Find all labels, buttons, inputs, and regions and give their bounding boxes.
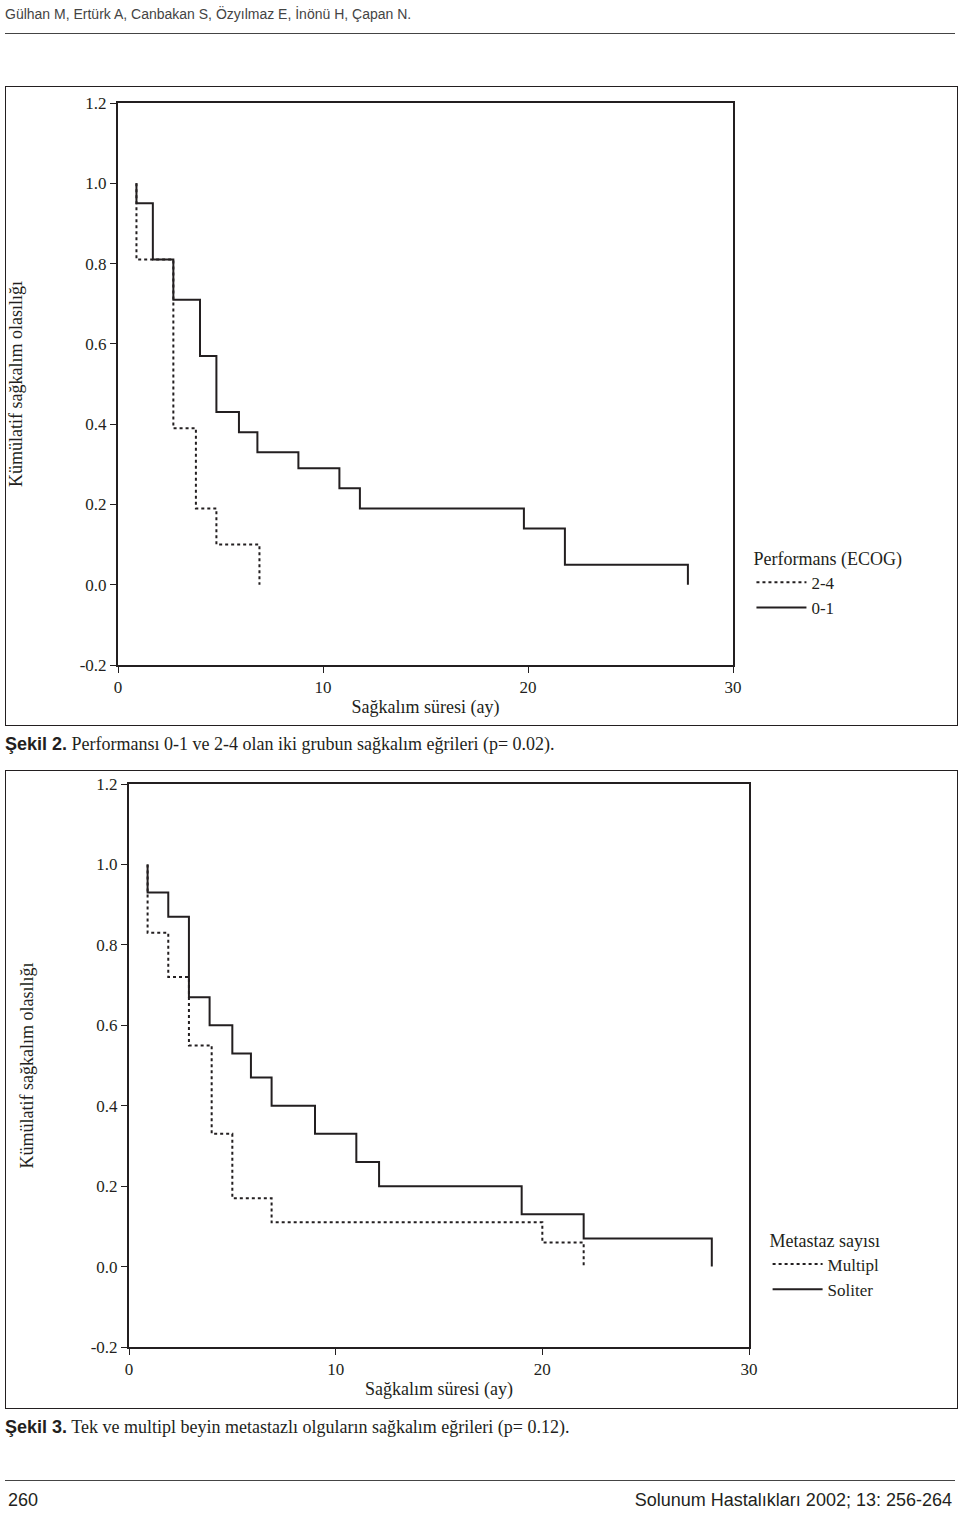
svg-text:1.0: 1.0 — [85, 174, 106, 193]
svg-text:Metastaz sayısı: Metastaz sayısı — [770, 1231, 880, 1251]
svg-text:0.0: 0.0 — [96, 1258, 117, 1277]
svg-text:30: 30 — [741, 1360, 758, 1379]
svg-text:0: 0 — [114, 678, 123, 697]
svg-text:Performans (ECOG): Performans (ECOG) — [753, 549, 901, 570]
svg-text:0: 0 — [125, 1360, 134, 1379]
svg-text:-0.2: -0.2 — [80, 656, 107, 675]
html-text:260: 260 — [8, 1490, 38, 1510]
svg-text:Multipl: Multipl — [828, 1256, 879, 1275]
html-text:Şekil 3. Tek ve multipl beyin: Şekil 3. Tek ve multipl beyin metastazlı… — [5, 1417, 570, 1437]
svg-text:2-4: 2-4 — [811, 574, 834, 593]
html-text:Gülhan M, Ertürk A, Canbakan S: Gülhan M, Ertürk A, Canbakan S, Özyılmaz… — [5, 6, 412, 22]
svg-text:0.2: 0.2 — [96, 1177, 117, 1196]
svg-text:1.2: 1.2 — [96, 775, 117, 794]
svg-text:0.6: 0.6 — [96, 1016, 117, 1035]
html-text:Şekil 2. Performansı 0-1 ve 2-: Şekil 2. Performansı 0-1 ve 2-4 olan iki… — [5, 734, 555, 754]
svg-text:20: 20 — [534, 1360, 551, 1379]
svg-text:0-1: 0-1 — [811, 599, 834, 618]
svg-text:1.2: 1.2 — [85, 94, 106, 113]
svg-text:0.8: 0.8 — [96, 936, 117, 955]
svg-text:0.6: 0.6 — [85, 335, 106, 354]
svg-text:Soliter: Soliter — [828, 1281, 874, 1300]
html-text:Solunum Hastalıkları 2002; 13:: Solunum Hastalıkları 2002; 13: 256-264 — [634, 1490, 952, 1510]
svg-text:0.2: 0.2 — [85, 495, 106, 514]
svg-text:10: 10 — [315, 678, 332, 697]
svg-text:10: 10 — [327, 1360, 344, 1379]
svg-text:0.4: 0.4 — [96, 1097, 118, 1116]
svg-text:0.4: 0.4 — [85, 415, 107, 434]
svg-text:30: 30 — [725, 678, 742, 697]
svg-text:1.0: 1.0 — [96, 855, 117, 874]
svg-text:0.8: 0.8 — [85, 255, 106, 274]
svg-text:Kümülatif sağkalım olasılığı: Kümülatif sağkalım olasılığı — [6, 281, 26, 487]
svg-text:20: 20 — [520, 678, 537, 697]
svg-text:Sağkalım süresi (ay): Sağkalım süresi (ay) — [365, 1379, 513, 1400]
svg-text:-0.2: -0.2 — [91, 1338, 118, 1357]
svg-text:Sağkalım süresi (ay): Sağkalım süresi (ay) — [352, 697, 500, 718]
svg-text:0.0: 0.0 — [85, 576, 106, 595]
svg-text:Kümülatif sağkalım olasılığı: Kümülatif sağkalım olasılığı — [17, 963, 37, 1169]
